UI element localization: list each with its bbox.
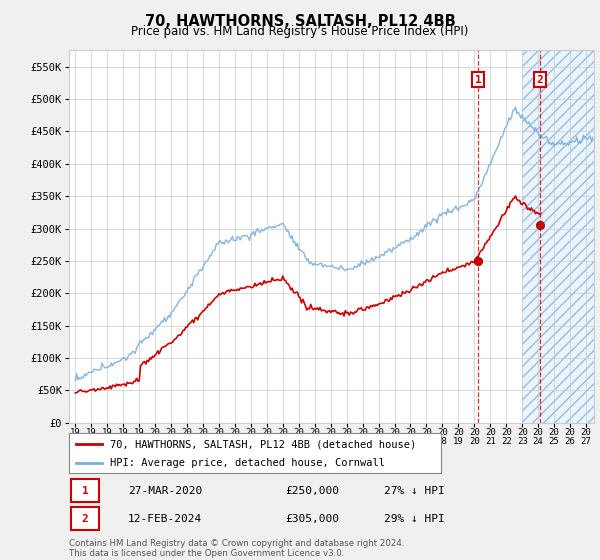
Text: HPI: Average price, detached house, Cornwall: HPI: Average price, detached house, Corn… — [110, 458, 385, 468]
Text: 29% ↓ HPI: 29% ↓ HPI — [384, 514, 445, 524]
Text: 27% ↓ HPI: 27% ↓ HPI — [384, 486, 445, 496]
Text: 2: 2 — [82, 514, 89, 524]
FancyBboxPatch shape — [71, 479, 98, 502]
Text: 1: 1 — [82, 486, 89, 496]
Text: 2: 2 — [536, 74, 544, 85]
Text: Contains HM Land Registry data © Crown copyright and database right 2024.
This d: Contains HM Land Registry data © Crown c… — [69, 539, 404, 558]
Text: 70, HAWTHORNS, SALTASH, PL12 4BB (detached house): 70, HAWTHORNS, SALTASH, PL12 4BB (detach… — [110, 439, 416, 449]
Bar — [522, 50, 594, 423]
Text: Price paid vs. HM Land Registry’s House Price Index (HPI): Price paid vs. HM Land Registry’s House … — [131, 25, 469, 38]
Text: 12-FEB-2024: 12-FEB-2024 — [128, 514, 202, 524]
FancyBboxPatch shape — [71, 507, 98, 530]
Bar — [522, 50, 594, 423]
Text: £250,000: £250,000 — [286, 486, 340, 496]
Text: £305,000: £305,000 — [286, 514, 340, 524]
Text: 1: 1 — [475, 74, 481, 85]
Text: 70, HAWTHORNS, SALTASH, PL12 4BB: 70, HAWTHORNS, SALTASH, PL12 4BB — [145, 14, 455, 29]
Text: 27-MAR-2020: 27-MAR-2020 — [128, 486, 202, 496]
